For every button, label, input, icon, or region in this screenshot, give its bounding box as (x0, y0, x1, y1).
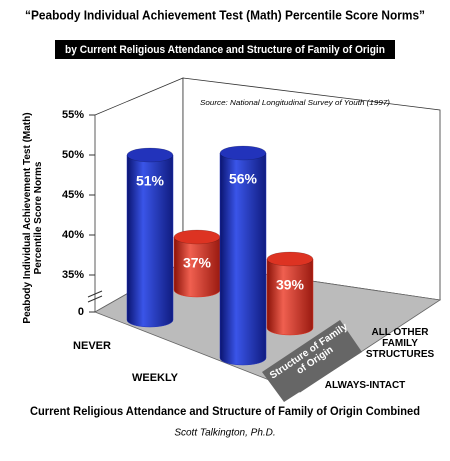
cylinder-top (126, 147, 174, 163)
y-tick-label: 45% (62, 189, 84, 201)
series-label: ALWAYS-INTACT (324, 380, 406, 391)
y-tick-label: 50% (62, 149, 84, 161)
value-label: 37% (183, 255, 212, 271)
cylinder-top (266, 251, 314, 267)
value-label: 56% (229, 171, 258, 187)
cylinder (126, 154, 174, 328)
author: Scott Talkington, Ph.D. (174, 428, 275, 439)
cylinder (266, 258, 314, 336)
series-label: ALL OTHER FAMILY STRUCTURES (365, 327, 435, 360)
cylinder (219, 152, 267, 366)
subtitle: by Current Religious Attendance and Stru… (65, 44, 385, 56)
y-tick-label: 0 (78, 306, 84, 318)
subtitle-bg (55, 40, 395, 59)
source: Source: National Longitudinal Survey of … (200, 100, 390, 107)
y-tick-label: 35% (62, 269, 84, 281)
chart-title: “Peabody Individual Achievement Test (Ma… (25, 7, 425, 22)
z-label-bg (262, 320, 362, 402)
x-tick-label: NEVER (73, 340, 111, 352)
y-axis-title: Peabody Individual Achievement Test (Mat… (22, 112, 44, 324)
value-label: 39% (276, 277, 305, 293)
y-tick-label: 40% (62, 229, 84, 241)
cylinder-top (219, 145, 267, 161)
value-label: 51% (136, 173, 165, 189)
cylinder-top (173, 229, 221, 245)
y-tick-label: 55% (62, 109, 84, 121)
axis-break (87, 290, 103, 303)
cylinder (173, 236, 221, 298)
x-tick-label: WEEKLY (132, 372, 179, 384)
x-axis-title: Current Religious Attendance and Structu… (30, 404, 420, 418)
